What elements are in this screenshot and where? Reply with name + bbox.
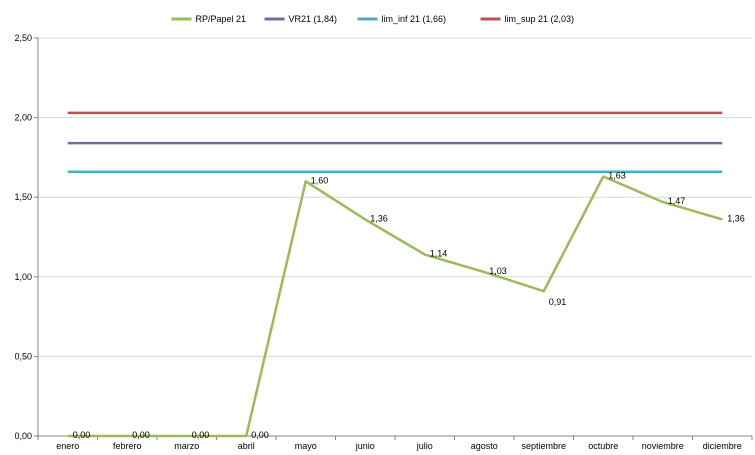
data-label: 1,36 bbox=[370, 213, 388, 223]
legend-label: RP/Papel 21 bbox=[196, 14, 247, 24]
data-label: 1,60 bbox=[311, 175, 329, 185]
x-tick-label: abril bbox=[238, 441, 255, 451]
legend-label: lim_inf 21 (1,66) bbox=[382, 14, 447, 24]
data-label: 1,36 bbox=[727, 213, 745, 223]
x-tick-label: junio bbox=[355, 441, 375, 451]
series-group bbox=[67, 111, 723, 438]
data-label: 1,14 bbox=[430, 249, 448, 259]
y-tick-label: 2,00 bbox=[14, 113, 32, 123]
x-tick-label: julio bbox=[416, 441, 433, 451]
axes: 0,00 0,50 1,00 1,50 2,00 2,50 enero febrero marz… bbox=[14, 33, 753, 451]
x-tick-label: enero bbox=[56, 441, 79, 451]
legend: RP/Papel 21 VR21 (1,84) lim_inf 21 (1,66) l… bbox=[171, 14, 575, 24]
data-label: 1,47 bbox=[668, 196, 686, 206]
data-label: 0,00 bbox=[132, 430, 150, 440]
legend-label: VR21 (1,84) bbox=[289, 14, 338, 24]
y-tick-label: 1,50 bbox=[14, 192, 32, 202]
gridlines bbox=[38, 37, 752, 357]
x-tick-label: septiembre bbox=[521, 441, 566, 451]
x-tick-label: febrero bbox=[113, 441, 142, 451]
data-label: 0,00 bbox=[73, 430, 91, 440]
y-tick-label: 0,00 bbox=[14, 431, 32, 441]
x-tick-label: agosto bbox=[471, 441, 498, 451]
data-label: 0,00 bbox=[251, 430, 269, 440]
legend-label: lim_sup 21 (2,03) bbox=[505, 14, 575, 24]
y-tick-label: 2,50 bbox=[14, 33, 32, 43]
y-tick-label: 0,50 bbox=[14, 351, 32, 361]
x-tick-label: octubre bbox=[588, 441, 618, 451]
data-label: 0,00 bbox=[192, 430, 210, 440]
data-label: 0,91 bbox=[549, 297, 567, 307]
data-label: 1,63 bbox=[608, 171, 626, 181]
series-line bbox=[67, 175, 723, 438]
x-tick-label: diciembre bbox=[703, 441, 742, 451]
x-tick-label: noviembre bbox=[642, 441, 684, 451]
y-tick-label: 1,00 bbox=[14, 272, 32, 282]
data-label: 1,03 bbox=[489, 266, 507, 276]
x-tick-label: mayo bbox=[295, 441, 317, 451]
x-tick-label: marzo bbox=[174, 441, 199, 451]
data-labels: 0,00 0,00 0,00 0,00 1,60 1,36 1,14 1,03 0,91 1,63… bbox=[73, 171, 745, 440]
